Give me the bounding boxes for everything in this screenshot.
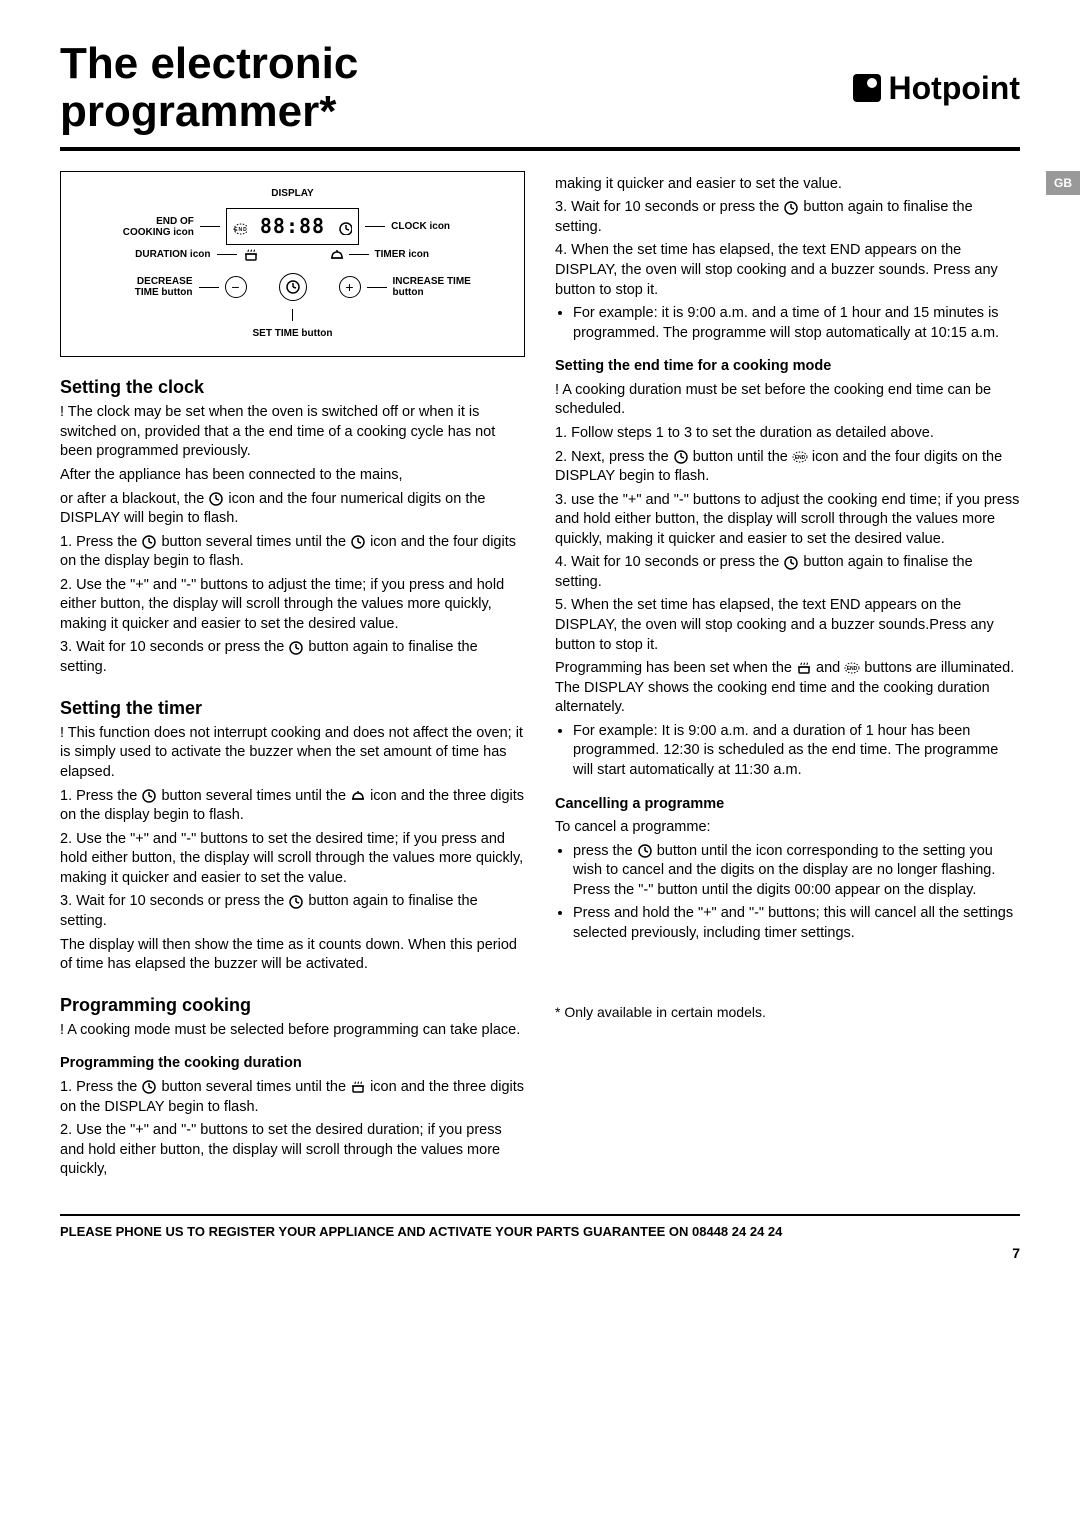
setting-clock-p3: or after a blackout, the icon and the fo… — [60, 490, 525, 529]
footer: PLEASE PHONE US TO REGISTER YOUR APPLIAN… — [60, 1214, 1020, 1261]
setting-clock-p2: After the appliance has been connected t… — [60, 466, 525, 486]
right-s3: 3. Wait for 10 seconds or press the butt… — [555, 198, 1020, 237]
prog-cooking-p1: ! A cooking mode must be selected before… — [60, 1021, 525, 1041]
end-time-sub: Setting the end time for a cooking mode — [555, 357, 1020, 377]
setting-timer-s3: 3. Wait for 10 seconds or press the butt… — [60, 892, 525, 931]
end-time-s3: 3. use the "+" and "-" buttons to adjust… — [555, 491, 1020, 550]
clock-icon — [141, 788, 157, 804]
diagram-duration-label: DURATION icon — [131, 249, 211, 260]
brand-text: Hotpoint — [889, 70, 1021, 107]
title-line1: The electronic — [60, 39, 358, 88]
end-time-s4: 4. Wait for 10 seconds or press the butt… — [555, 553, 1020, 592]
set-time-button-icon — [279, 273, 307, 301]
end-time-p1: ! A cooking duration must be set before … — [555, 381, 1020, 420]
setting-timer-heading: Setting the timer — [60, 696, 525, 720]
clock-icon — [338, 221, 352, 235]
prog-cooking-sub: Programming the cooking duration — [60, 1054, 525, 1074]
setting-clock-s3: 3. Wait for 10 seconds or press the butt… — [60, 638, 525, 677]
bell-icon — [350, 788, 366, 804]
right-cont1: making it quicker and easier to set the … — [555, 175, 1020, 195]
gb-tab: GB — [1046, 171, 1080, 195]
clock-icon — [288, 894, 304, 910]
diagram-increase-label: INCREASE TIME button — [393, 276, 473, 298]
clock-icon — [141, 1079, 157, 1095]
page-number: 7 — [60, 1245, 1020, 1261]
clock-icon — [783, 555, 799, 571]
setting-clock-s1: 1. Press the button several times until … — [60, 533, 525, 572]
decrease-button-icon: − — [225, 276, 247, 298]
cancel-b2: Press and hold the "+" and "-" buttons; … — [573, 904, 1020, 943]
diagram-timer-label: TIMER icon — [375, 249, 455, 260]
prog-cooking-heading: Programming cooking — [60, 993, 525, 1017]
prog-cooking-s2: 2. Use the "+" and "-" buttons to set th… — [60, 1121, 525, 1180]
clock-icon — [783, 200, 799, 216]
programmer-diagram: DISPLAY END OF COOKING icon 88:88 CLOCK … — [60, 171, 525, 357]
diagram-settime-label: SET TIME button — [253, 328, 333, 339]
page-header: The electronic programmer* Hotpoint — [60, 40, 1020, 151]
bell-icon — [329, 247, 343, 261]
cancel-sub: Cancelling a programme — [555, 795, 1020, 815]
setting-clock-s2: 2. Use the "+" and "-" buttons to adjust… — [60, 576, 525, 635]
diagram-display: 88:88 — [226, 208, 359, 245]
clock-icon — [141, 534, 157, 550]
pot-icon — [350, 1079, 366, 1095]
end-time-s2: 2. Next, press the button until the icon… — [555, 448, 1020, 487]
clock-icon — [350, 534, 366, 550]
brand-logo: Hotpoint — [853, 70, 1021, 107]
footer-text: PLEASE PHONE US TO REGISTER YOUR APPLIAN… — [60, 1224, 782, 1239]
pot-icon — [796, 660, 812, 676]
title-line2: programmer* — [60, 87, 336, 136]
setting-timer-s2: 2. Use the "+" and "-" buttons to set th… — [60, 830, 525, 889]
clock-icon — [673, 449, 689, 465]
end-time-s5: 5. When the set time has elapsed, the te… — [555, 596, 1020, 655]
right-bullet1: For example: it is 9:00 a.m. and a time … — [573, 304, 1020, 343]
diagram-decrease-label: DECREASE TIME button — [113, 276, 193, 298]
prog-cooking-s1: 1. Press the button several times until … — [60, 1078, 525, 1117]
setting-clock-p1: ! The clock may be set when the oven is … — [60, 403, 525, 462]
footnote: * Only available in certain models. — [555, 1003, 1020, 1022]
clock-icon — [208, 491, 224, 507]
left-column: DISPLAY END OF COOKING icon 88:88 CLOCK … — [60, 171, 525, 1184]
clock-icon — [288, 640, 304, 656]
setting-timer-s1: 1. Press the button several times until … — [60, 787, 525, 826]
setting-timer-p1: ! This function does not interrupt cooki… — [60, 724, 525, 783]
brand-square-icon — [853, 74, 881, 102]
diagram-display-label: DISPLAY — [71, 187, 514, 201]
setting-clock-heading: Setting the clock — [60, 375, 525, 399]
diagram-end-cooking-label: END OF COOKING icon — [114, 216, 194, 238]
diagram-clock-label: CLOCK icon — [391, 221, 471, 232]
cancel-b1: press the button until the icon correspo… — [573, 842, 1020, 901]
end-icon — [844, 660, 860, 676]
end-icon — [233, 221, 247, 235]
end-icon — [792, 449, 808, 465]
page-title: The electronic programmer* — [60, 40, 358, 137]
end-time-s1: 1. Follow steps 1 to 3 to set the durati… — [555, 424, 1020, 444]
right-column: GB making it quicker and easier to set t… — [555, 171, 1020, 1184]
increase-button-icon: + — [339, 276, 361, 298]
end-time-p2: Programming has been set when the and bu… — [555, 659, 1020, 718]
end-time-bullet: For example: It is 9:00 a.m. and a durat… — [573, 722, 1020, 781]
setting-timer-p2: The display will then show the time as i… — [60, 936, 525, 975]
clock-icon — [637, 843, 653, 859]
pot-icon — [243, 247, 257, 261]
cancel-p1: To cancel a programme: — [555, 818, 1020, 838]
right-s4: 4. When the set time has elapsed, the te… — [555, 241, 1020, 300]
